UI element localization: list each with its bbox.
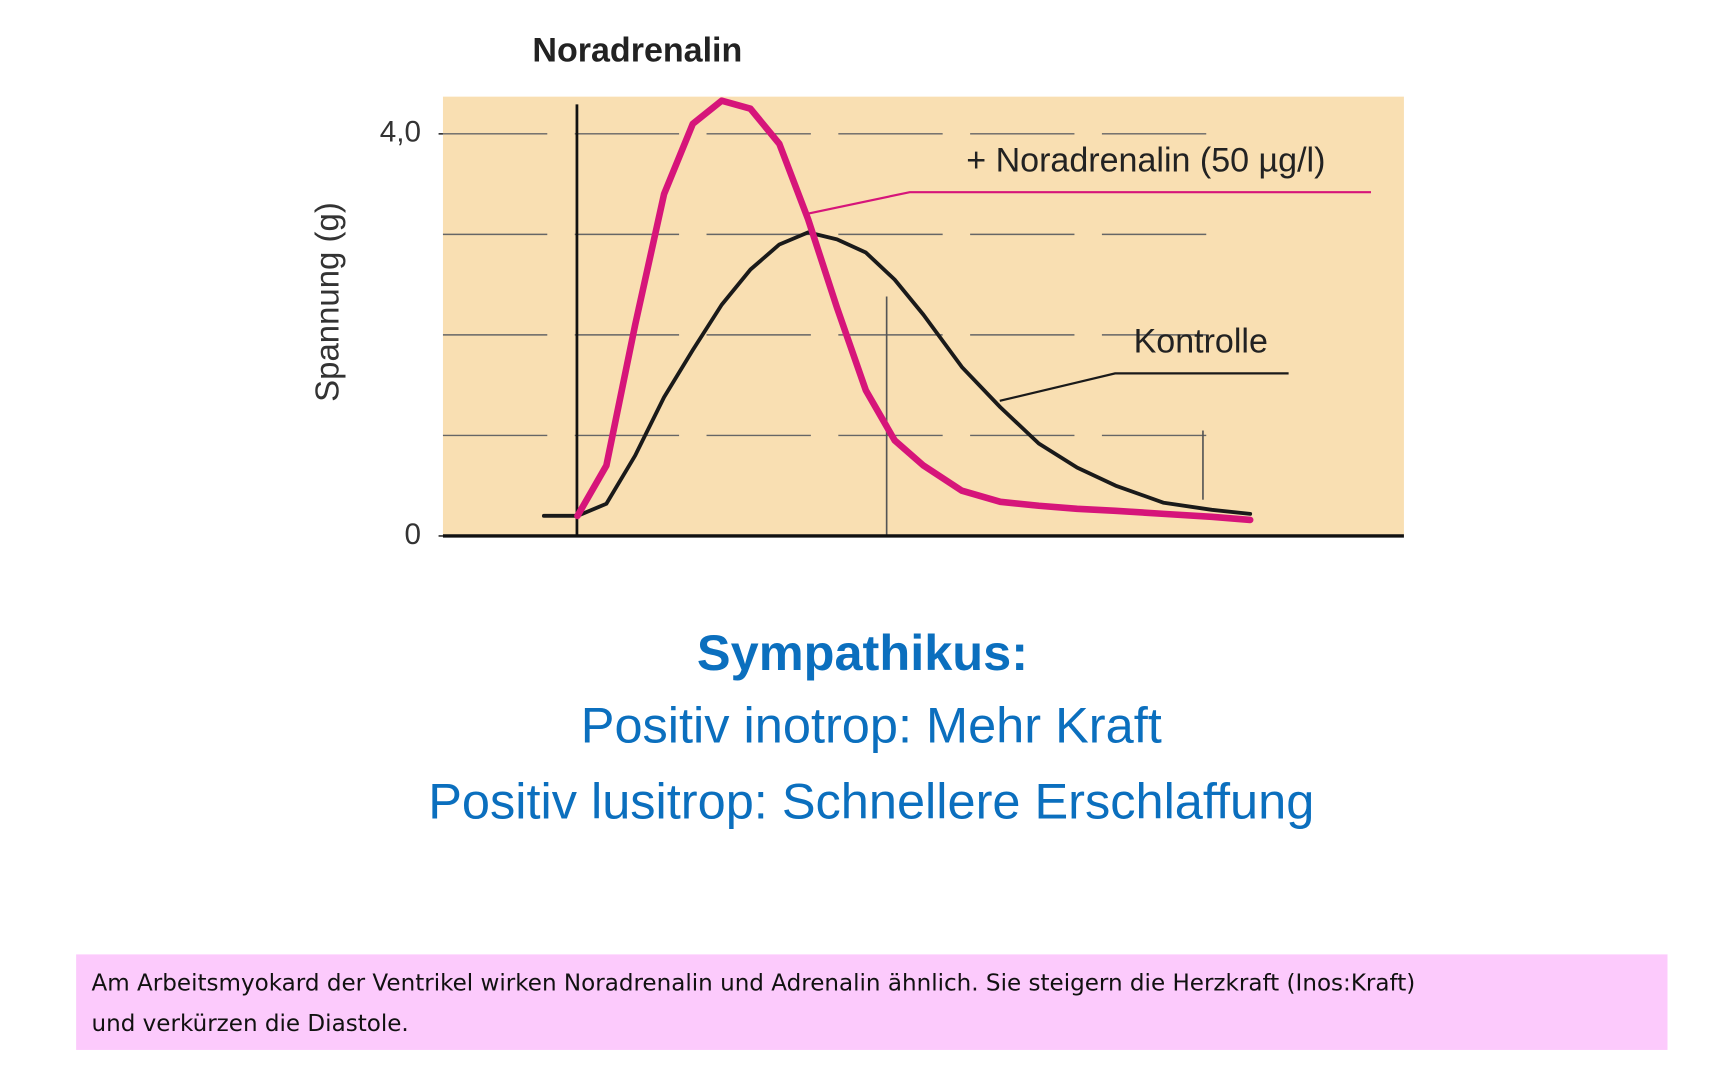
text-line: Positiv lusitrop: Schnellere Erschlaffun…	[428, 772, 1314, 829]
note-line: Am Arbeitsmyokard der Ventrikel wirken N…	[92, 971, 1416, 997]
series-label: Kontrolle	[1134, 323, 1268, 361]
note-line: und verkürzen die Diastole.	[92, 1011, 409, 1037]
leader-line	[999, 372, 1289, 402]
y-tick-label: 0	[404, 518, 421, 551]
note-box	[76, 954, 1668, 1050]
series-line	[574, 97, 1254, 524]
leader-line	[805, 191, 1371, 216]
heading: Sympathikus:	[697, 624, 1028, 681]
text-line: Positiv inotrop: Mehr Kraft	[581, 697, 1162, 754]
y-tick-label: 4,0	[380, 116, 421, 149]
series-line	[541, 230, 1253, 518]
chart-title: Noradrenalin	[532, 32, 742, 70]
series-label: + Noradrenalin (50 µg/l)	[966, 142, 1325, 180]
y-axis-label: Spannung (g)	[309, 202, 346, 402]
